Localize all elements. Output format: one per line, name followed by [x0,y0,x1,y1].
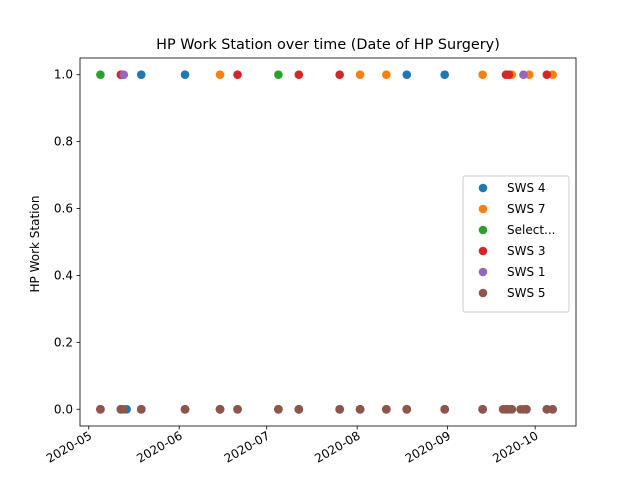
y-tick-label: 0.0 [54,402,73,416]
data-point [274,70,283,80]
data-point [96,404,105,414]
points-layer [96,70,557,414]
legend-marker [478,288,488,298]
y-axis-label: HP Work Station [28,196,42,293]
legend-label: SWS 7 [507,202,546,216]
data-point [215,404,225,414]
legend-label: SWS 5 [507,286,546,300]
data-point [233,70,242,80]
plot-frame [79,57,577,427]
data-point [215,70,225,80]
data-point [504,70,514,80]
data-point [335,70,344,80]
legend-label: SWS 1 [507,265,546,279]
data-point [180,70,190,80]
data-point [180,404,190,414]
series-sws-5 [96,404,557,414]
legend-frame [462,175,570,313]
data-point [355,404,365,414]
data-point [402,70,412,80]
data-point [96,70,105,80]
y-tick-label: 0.4 [54,268,73,282]
data-point [440,70,450,80]
data-point [233,404,242,414]
data-point [440,404,450,414]
data-point [507,404,517,414]
y-tick-label: 1.0 [54,68,73,82]
data-point [119,404,129,414]
legend-marker [478,183,488,193]
data-point [119,70,129,80]
data-point [382,404,391,414]
data-point [136,404,146,414]
y-tick-label: 0.2 [54,335,73,349]
legend-marker [478,225,488,235]
legend-marker [478,267,488,277]
data-point [294,70,304,80]
y-tick-label: 0.6 [54,202,73,216]
data-point [519,70,528,80]
data-point [478,70,487,80]
data-point [382,70,391,80]
data-point [478,404,487,414]
data-point [274,404,283,414]
data-point [548,404,557,414]
legend: SWS 4 SWS 7 Select... SWS 3 SWS 1 SWS 5 [462,175,570,313]
data-point [136,70,146,80]
data-point [294,404,304,414]
data-point [522,404,531,414]
data-point [542,70,552,80]
legend-label: SWS 4 [507,181,546,195]
data-point [335,404,344,414]
legend-label: SWS 3 [507,244,546,258]
legend-marker [478,246,488,256]
legend-label: Select... [507,223,555,237]
data-point [355,70,365,80]
data-point [402,404,412,414]
chart-title: HP Work Station over time (Date of HP Su… [156,37,500,53]
legend-marker [478,204,488,214]
y-tick-label: 0.8 [54,135,73,149]
